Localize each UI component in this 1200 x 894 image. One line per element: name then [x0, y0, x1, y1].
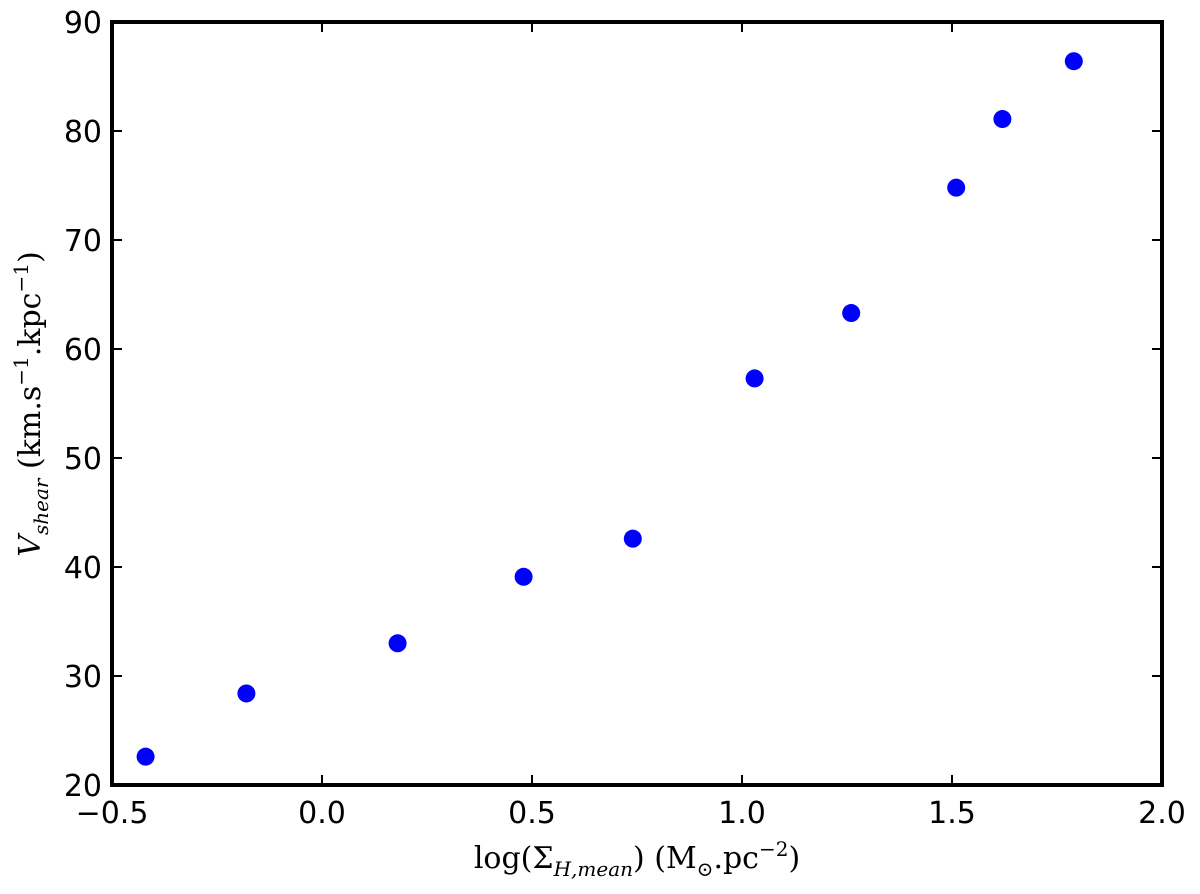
data-point-7 — [842, 304, 861, 323]
y-tick-label: 90 — [64, 6, 102, 41]
x-tick-label: 2.0 — [1138, 796, 1186, 831]
data-point-1 — [136, 747, 155, 766]
y-tick-label: 40 — [64, 551, 102, 586]
data-point-6 — [745, 369, 764, 388]
y-tick-label: 50 — [64, 442, 102, 477]
x-tick-label: −0.5 — [76, 796, 149, 831]
data-point-10 — [1064, 52, 1083, 71]
data-points — [136, 52, 1083, 766]
x-axis-ticks: −0.5 0.0 0.5 1.0 1.5 2.0 — [76, 22, 1186, 831]
data-point-9 — [993, 110, 1012, 129]
y-tick-label: 60 — [64, 333, 102, 368]
data-point-5 — [623, 529, 642, 548]
y-axis-ticks: 20 30 40 50 60 70 80 90 — [64, 6, 1162, 804]
x-tick-label: 0.5 — [508, 796, 556, 831]
x-axis-label: log(ΣH,mean) (M⊙.pc−2) — [474, 837, 800, 881]
data-point-8 — [947, 178, 966, 197]
x-tick-label: 1.5 — [928, 796, 976, 831]
data-point-3 — [388, 634, 407, 653]
y-tick-label: 30 — [64, 660, 102, 695]
plot-area-frame — [110, 20, 1164, 787]
data-point-4 — [514, 567, 533, 586]
y-tick-label: 80 — [64, 115, 102, 150]
y-tick-label: 70 — [64, 224, 102, 259]
y-tick-label: 20 — [64, 769, 102, 804]
x-tick-label: 0.0 — [298, 796, 346, 831]
x-tick-label: 1.0 — [718, 796, 766, 831]
y-axis-label: Vshear (km.s−1.kpc−1) — [9, 251, 53, 556]
data-point-2 — [237, 684, 256, 703]
